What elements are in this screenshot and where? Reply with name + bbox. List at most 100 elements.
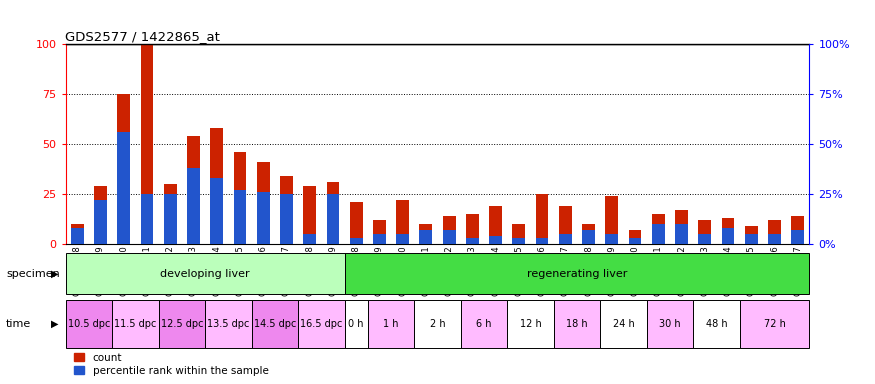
Bar (210, 128, 223, 244)
Bar (536, 238, 549, 244)
Bar (739, 300, 809, 348)
Bar (722, 218, 734, 244)
Bar (373, 220, 386, 244)
Bar (117, 132, 130, 244)
Bar (373, 234, 386, 244)
Bar (210, 178, 223, 244)
Bar (606, 196, 619, 244)
Bar (745, 234, 758, 244)
Bar (628, 238, 641, 244)
Bar (326, 182, 340, 244)
Bar (554, 300, 600, 348)
Bar (489, 206, 502, 244)
Text: specimen: specimen (6, 268, 60, 279)
Bar (768, 220, 780, 244)
Bar (66, 300, 112, 348)
Text: 12.5 dpc: 12.5 dpc (161, 318, 203, 329)
Bar (304, 186, 316, 244)
Bar (443, 216, 456, 244)
Bar (71, 228, 84, 244)
Bar (368, 300, 414, 348)
Bar (396, 234, 409, 244)
Bar (628, 230, 641, 244)
Text: 1 h: 1 h (383, 318, 399, 329)
Bar (141, 44, 153, 244)
Bar (466, 214, 479, 244)
Bar (582, 230, 595, 244)
Bar (164, 184, 177, 244)
Bar (652, 224, 665, 244)
Bar (536, 194, 549, 244)
Bar (652, 214, 665, 244)
Bar (745, 226, 758, 244)
Text: 10.5 dpc: 10.5 dpc (67, 318, 110, 329)
Bar (768, 234, 780, 244)
Bar (187, 136, 200, 244)
Bar (304, 234, 316, 244)
Bar (345, 300, 368, 348)
Bar (466, 238, 479, 244)
Text: 14.5 dpc: 14.5 dpc (254, 318, 296, 329)
Bar (461, 300, 507, 348)
Bar (141, 194, 153, 244)
Text: 24 h: 24 h (612, 318, 634, 329)
Text: time: time (6, 318, 32, 329)
Bar (419, 224, 432, 244)
Bar (280, 176, 293, 244)
Bar (112, 300, 158, 348)
Legend: count, percentile rank within the sample: count, percentile rank within the sample (71, 350, 272, 379)
Bar (117, 94, 130, 244)
Text: GDS2577 / 1422865_at: GDS2577 / 1422865_at (65, 30, 220, 43)
Text: 12 h: 12 h (520, 318, 542, 329)
Bar (606, 234, 619, 244)
Text: 30 h: 30 h (659, 318, 681, 329)
Text: 18 h: 18 h (566, 318, 588, 329)
Bar (698, 234, 711, 244)
Bar (71, 224, 84, 244)
Text: developing liver: developing liver (160, 268, 250, 279)
Text: 16.5 dpc: 16.5 dpc (300, 318, 342, 329)
Bar (234, 190, 247, 244)
Bar (507, 300, 554, 348)
Bar (234, 152, 247, 244)
Bar (489, 236, 502, 244)
Bar (252, 300, 298, 348)
Bar (94, 186, 107, 244)
Bar (205, 300, 252, 348)
Bar (582, 224, 595, 244)
Bar (326, 194, 340, 244)
Text: 72 h: 72 h (764, 318, 786, 329)
Bar (66, 253, 345, 294)
Bar (443, 230, 456, 244)
Bar (158, 300, 205, 348)
Bar (722, 228, 734, 244)
Bar (791, 230, 804, 244)
Text: 2 h: 2 h (430, 318, 445, 329)
Bar (256, 192, 270, 244)
Text: 6 h: 6 h (476, 318, 492, 329)
Bar (187, 168, 200, 244)
Bar (676, 224, 688, 244)
Bar (94, 200, 107, 244)
Bar (396, 200, 409, 244)
Bar (647, 300, 693, 348)
Text: 11.5 dpc: 11.5 dpc (114, 318, 157, 329)
Bar (559, 234, 571, 244)
Text: 0 h: 0 h (348, 318, 364, 329)
Text: 48 h: 48 h (705, 318, 727, 329)
Bar (345, 253, 809, 294)
Text: 13.5 dpc: 13.5 dpc (207, 318, 249, 329)
Bar (350, 238, 362, 244)
Bar (414, 300, 461, 348)
Text: regenerating liver: regenerating liver (527, 268, 627, 279)
Bar (676, 210, 688, 244)
Bar (419, 230, 432, 244)
Bar (350, 202, 362, 244)
Bar (513, 238, 525, 244)
Text: ▶: ▶ (52, 318, 59, 329)
Bar (559, 206, 571, 244)
Bar (693, 300, 739, 348)
Bar (164, 194, 177, 244)
Bar (256, 162, 270, 244)
Bar (280, 194, 293, 244)
